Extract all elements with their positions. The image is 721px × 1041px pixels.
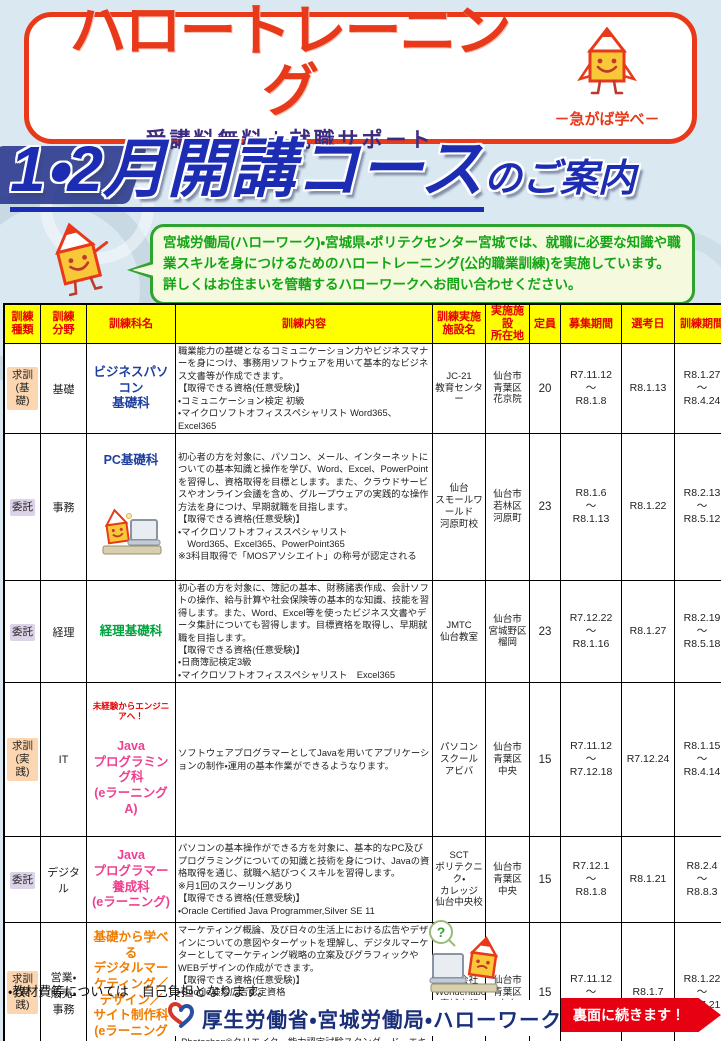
- organization-name: 厚生労働省・宮城労働局・ハローワーク: [202, 1009, 562, 1032]
- table-row: 求訓 (基礎) 基礎 ビジネスパソコン 基礎科 職業能力の基礎となるコミュニケー…: [3, 342, 721, 435]
- continue-banner: 裏面に続きます！: [561, 998, 721, 1032]
- course-content: ソフトウェアプログラマーとしてJavaを用いてアプリケーションの制作・運用の基本…: [175, 682, 433, 838]
- speech-tail: [127, 261, 154, 279]
- col-training-period: 訓練期間: [674, 303, 721, 344]
- mhlw-logo-icon: [168, 1001, 195, 1035]
- col-selection-date: 選考日: [621, 303, 675, 344]
- course-catchphrase: 未経験からエンジニアへ！: [92, 701, 170, 721]
- col-course-content: 訓練内容: [175, 303, 433, 344]
- page-title: ハロートレーニング: [69, 0, 512, 123]
- intro-text: 宮城労働局(ハローワーク)・宮城県・ポリテクセンター宮城では、就職に必要な知識や…: [163, 235, 681, 292]
- col-location: 実施施設 所在地: [485, 303, 530, 344]
- course-content: 職業能力の基礎となるコミュニケーション力やビジネスマナーを身につけ、事務用ソフト…: [175, 342, 433, 435]
- col-course-name: 訓練科名: [86, 303, 176, 344]
- table-header-row: 訓練 種類 訓練 分野 訓練科名 訓練内容 訓練実施 施設名 実施施設 所在地 …: [3, 303, 721, 344]
- type-badge: 委託: [10, 499, 35, 517]
- course-content: 初心者の方を対象に、簿記の基本、財務諸表作成、会計ソフトの操作、給与計算や社会保…: [175, 579, 433, 684]
- table-row: 委託 デジタル Java プログラマー 養成科 (eラーニング) パソコンの基本…: [3, 836, 721, 924]
- table-row: 委託 事務 PC基礎科: [3, 433, 721, 581]
- course-content: 初心者の方を対象に、パソコン、メール、インターネットについての基本知識と操作を学…: [175, 433, 433, 581]
- table-row: 求訓 (実践) IT 未経験からエンジニアへ！ Java プログラミング科 (e…: [3, 682, 721, 838]
- type-badge: 求訓 (基礎): [7, 366, 38, 411]
- header-slogan: －急がば学べ－: [554, 111, 660, 128]
- type-badge: 求訓 (実践): [7, 738, 38, 782]
- header-box: ハロートレーニング 受講料無料＋就職サポート －急がば学べ－: [24, 1, 697, 152]
- col-recruit-period: 募集期間: [560, 303, 622, 344]
- banner-title-suffix: のご案内: [483, 158, 636, 200]
- intro-speech-bubble: 宮城労働局(ハローワーク)・宮城県・ポリテクセンター宮城では、就職に必要な知識や…: [127, 224, 695, 305]
- intro-section: 宮城労働局(ハローワーク)・宮城県・ポリテクセンター宮城では、就職に必要な知識や…: [0, 222, 721, 305]
- course-name: 基礎から学べる デジタルマーケティング／デザイン／ サイト制作科 (eラーニング…: [93, 930, 169, 1041]
- col-training-type: 訓練 種類: [3, 303, 41, 344]
- course-content: パソコンの基本操作ができる方を対象に、基本的なPC及びプログラミングについての知…: [175, 836, 433, 924]
- continue-label: 裏面に続きます！: [573, 1007, 685, 1023]
- course-name: PC基礎科: [103, 453, 159, 468]
- type-badge: 委託: [10, 623, 35, 642]
- col-facility: 訓練実施 施設名: [432, 303, 486, 344]
- col-capacity: 定員: [529, 303, 561, 344]
- materials-note: ・教材費等については 自己負担となります。: [8, 984, 271, 999]
- course-table: 訓練 種類 訓練 分野 訓練科名 訓練内容 訓練実施 施設名 実施施設 所在地 …: [3, 303, 721, 1041]
- banner-title: 1・2月開講コース: [10, 133, 484, 212]
- pencil-computer-mascot-icon: [89, 490, 173, 561]
- course-name: ビジネスパソコン 基礎科: [93, 365, 169, 411]
- type-badge: 求訓 (実践): [7, 970, 38, 1015]
- organization-bar: 厚生労働省・宮城労働局・ハローワーク: [168, 1000, 561, 1036]
- course-banner: 1・2月開講コースのご案内: [0, 133, 721, 220]
- pencil-mascot-icon: [30, 220, 126, 309]
- course-name: 経理基礎科: [99, 623, 163, 638]
- rocket-pencil-mascot-icon: [574, 26, 640, 105]
- course-name: Java プログラマー 養成科 (eラーニング): [92, 848, 170, 910]
- col-training-field: 訓練 分野: [40, 303, 87, 344]
- svg-text:?: ?: [437, 924, 446, 940]
- pencil-question-mascot-icon: ?: [425, 918, 511, 999]
- table-row: 委託 経理 経理基礎科 初心者の方を対象に、簿記の基本、財務諸表作成、会計ソフト…: [3, 579, 721, 684]
- course-name: Java プログラミング科 (eラーニングA): [93, 739, 169, 816]
- type-badge: 委託: [10, 872, 35, 890]
